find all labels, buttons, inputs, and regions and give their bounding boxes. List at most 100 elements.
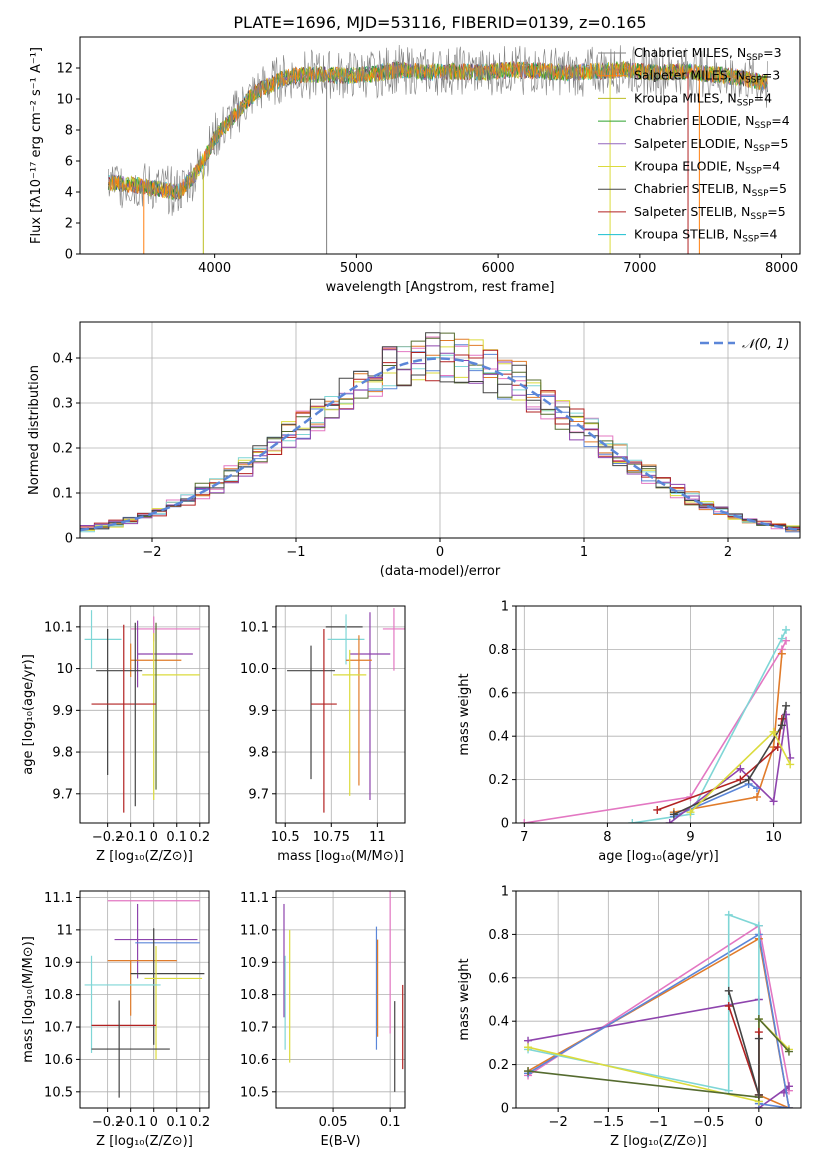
y-tick-label: 10.1 (44, 620, 73, 635)
y-tick-label: 9.7 (52, 787, 73, 802)
axes-age-vs-mass: 10.5 10.75 11 9.7 9.8 9.9 10.0 10.1 mass [log₁₀(… (240, 605, 406, 864)
y-tick-label: 10.8 (44, 988, 73, 1003)
series-line (527, 933, 790, 1108)
axes-weight-vs-age: 7 8 9 10 0 0.2 0.4 0.6 0.8 1 age [log₁₀(age/yr)] ma… (457, 600, 802, 864)
y-tick-label: 11.1 (44, 891, 73, 906)
normal-curve (80, 357, 800, 532)
y-tick-label: 12 (56, 62, 73, 77)
x-tick-label: 8 (603, 830, 611, 845)
x-tick-label: −0.1 (115, 1115, 147, 1130)
x-axis-label: wavelength [Angstrom, rest frame] (326, 280, 555, 295)
axes-frame (79, 321, 801, 539)
series-marker (752, 792, 761, 801)
x-tick-label: 0 (755, 1115, 763, 1130)
series-marker (524, 1043, 533, 1052)
spectrum-line (108, 44, 768, 216)
legend-label-main: Salpeter ELODIE, N (634, 136, 753, 151)
series-marker (754, 1090, 763, 1099)
y-tick-label: 0.2 (488, 773, 509, 788)
axes-spectrum: 4000 5000 6000 7000 8000 0 2 4 6 8 10 12 wavelength … (29, 36, 801, 295)
series-marker (754, 1015, 763, 1024)
series-marker (665, 819, 674, 823)
data-point (311, 628, 337, 813)
x-tick-label: 2 (724, 545, 732, 560)
data-point (84, 955, 161, 1053)
x-tick-label: 0.2 (189, 1115, 210, 1130)
series-marker (736, 775, 745, 784)
data-point (130, 616, 200, 642)
x-tick-label: −0.2 (92, 1115, 124, 1130)
series-line (669, 714, 791, 823)
x-tick-label: 0.1 (166, 1115, 187, 1130)
y-tick-label: 0 (65, 248, 73, 263)
y-tick-label: 0.8 (488, 928, 509, 943)
data-point (349, 612, 391, 801)
y-axis-label: mass weight (457, 958, 472, 1040)
x-tick-label: 0.2 (189, 830, 210, 845)
y-tick-label: 10.9 (44, 956, 73, 971)
x-tick-label: 0 (150, 830, 158, 845)
series-marker (786, 760, 795, 769)
legend-label: Kroupa MILES, NSSP=4 (634, 90, 772, 108)
x-tick-label: 10.5 (271, 830, 300, 845)
legend-label-main: Chabrier MILES, N (634, 45, 746, 60)
axes-mass-vs-ebv: 0.05 0.1 10.5 10.6 10.7 10.8 10.9 11.0 11.1 E(B-V… (240, 890, 406, 1149)
series-marker (724, 1002, 733, 1011)
legend-label-tail: =3 (762, 68, 780, 83)
y-tick-label: 9.8 (248, 746, 269, 761)
axes-age-vs-Z: −0.2−0.1 0 0.1 0.2 9.7 9.8 9.9 10 10.1 Z [log₁₀(Z… (21, 605, 210, 864)
y-tick-label: 0.8 (488, 643, 509, 658)
data-point (91, 1000, 170, 1098)
x-tick-label: 11 (369, 830, 386, 845)
axes-frame (79, 605, 210, 824)
series-marker (784, 1104, 793, 1108)
x-tick-label: 7000 (623, 261, 656, 276)
y-tick-label: 0 (501, 1102, 509, 1117)
legend-label-sub: SSP (742, 235, 759, 245)
x-tick-label: 1 (580, 545, 588, 560)
series-marker (782, 625, 791, 634)
legend-label: Kroupa STELIB, NSSP=4 (634, 227, 778, 245)
y-tick-label: 6 (65, 155, 73, 170)
series-line (673, 705, 787, 816)
x-axis-label: Z [log₁₀(Z/Z⊙)] (610, 1134, 707, 1149)
legend-label-tail: =4 (759, 227, 777, 242)
x-tick-label: 6000 (482, 261, 515, 276)
legend-label-sub: SSP (750, 212, 767, 222)
y-tick-label: 11.0 (240, 923, 269, 938)
series-line (632, 629, 787, 823)
legend: 𝒩(0, 1) (700, 337, 789, 352)
y-tick-label: 0.2 (52, 442, 73, 457)
x-tick-label: 0.1 (380, 1115, 401, 1130)
x-tick-label: −1 (649, 1115, 668, 1130)
x-tick-label: −0.2 (92, 830, 124, 845)
x-tick-label: −1 (286, 545, 305, 560)
series-marker (769, 727, 778, 736)
series-marker (777, 634, 786, 643)
legend-label-sub: SSP (753, 144, 770, 154)
series-marker (628, 819, 637, 823)
legend-label: Chabrier MILES, NSSP=3 (634, 45, 782, 63)
legend-label-main: Salpeter MILES, N (634, 68, 745, 83)
axes-frame (275, 890, 406, 1109)
y-axis-label: Flux [fλ10⁻¹⁷ erg cm⁻² s⁻¹ A⁻¹] (29, 47, 44, 244)
x-axis-label: mass [log₁₀(M/M⊙)] (277, 849, 404, 864)
x-tick-label: 8000 (765, 261, 798, 276)
series-line (527, 913, 760, 1102)
y-tick-label: 9.7 (248, 787, 269, 802)
x-axis-label: (data-model)/error (380, 564, 501, 579)
series-marker (653, 805, 662, 814)
data-point (333, 649, 367, 796)
y-tick-label: 0.4 (52, 352, 73, 367)
axes-frame (79, 890, 210, 1109)
legend-label-tail: =5 (770, 136, 788, 151)
data-point (114, 903, 198, 979)
legend-label-sub: SSP (746, 53, 763, 63)
data-point (107, 960, 177, 1016)
x-axis-label: Z [log₁₀(Z/Z⊙)] (96, 1134, 193, 1149)
legend-label-main: Salpeter STELIB, N (634, 204, 750, 219)
y-tick-label: 1 (501, 600, 509, 615)
y-tick-label: 11.1 (240, 891, 269, 906)
x-tick-label: 10 (765, 830, 782, 845)
